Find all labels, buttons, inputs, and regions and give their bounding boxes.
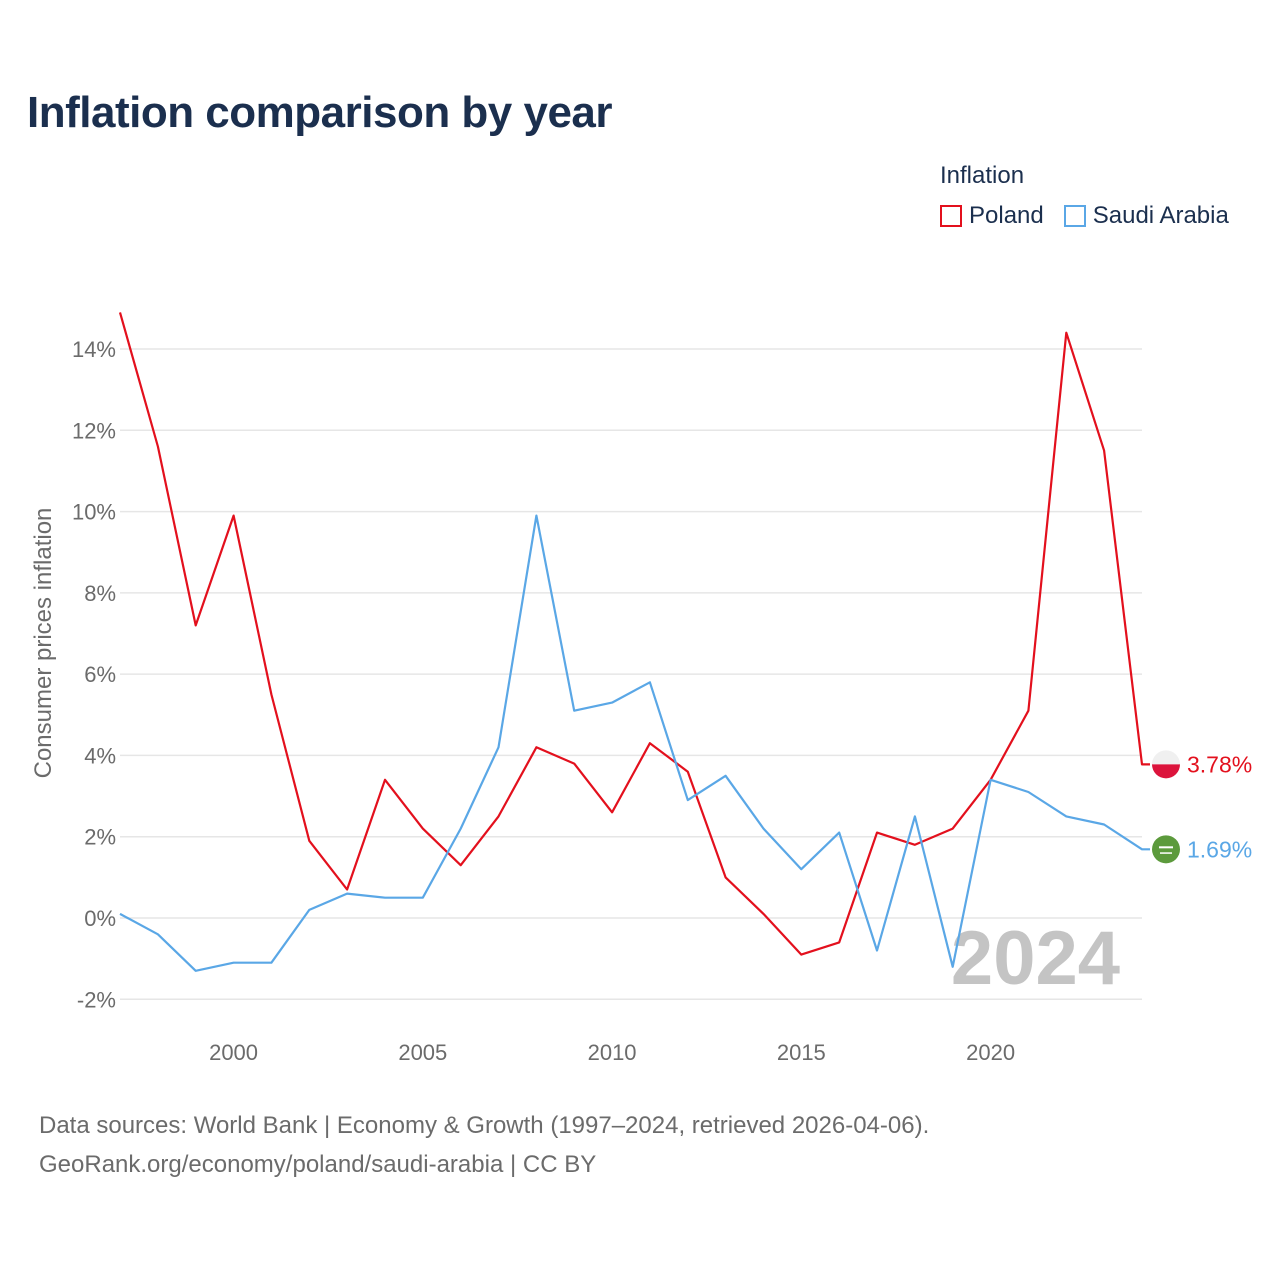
y-tick-label: 4%	[84, 743, 116, 768]
saudi-arabia-line	[119, 514, 1150, 972]
saudi-arabia-flag-icon	[1152, 835, 1180, 864]
x-tick-label: 2020	[966, 1040, 1015, 1065]
poland-end-label: 3.78%	[1187, 751, 1252, 777]
y-tick-label: 8%	[84, 581, 116, 606]
poland-flag-lower-half	[1152, 764, 1181, 779]
end-markers: 3.78% 1.69%	[1152, 750, 1252, 864]
legend: Inflation Poland Saudi Arabia	[940, 162, 1229, 230]
x-axis-ticks: 2000 2005 2010 2015 2020	[209, 1040, 1015, 1065]
saudi-arabia-flag-sword	[1160, 852, 1172, 854]
legend-label-poland: Poland	[969, 202, 1044, 229]
gridlines	[120, 348, 1142, 1001]
y-tick-label: 6%	[84, 662, 116, 687]
legend-item-poland[interactable]: Poland	[940, 202, 1044, 230]
y-tick-label: 10%	[72, 500, 116, 525]
x-tick-label: 2005	[398, 1040, 447, 1065]
x-tick-label: 2000	[209, 1040, 258, 1065]
x-tick-label: 2015	[777, 1040, 826, 1065]
saudi-arabia-flag-emblem	[1159, 846, 1173, 849]
footer-sources: Data sources: World Bank | Economy & Gro…	[39, 1112, 930, 1139]
saudi-arabia-swatch-icon	[1063, 205, 1086, 227]
series-lines	[118, 312, 1150, 972]
x-tick-label: 2010	[588, 1040, 637, 1065]
legend-title: Inflation	[940, 162, 1025, 189]
footer-link[interactable]: GeoRank.org/economy/poland/saudi-arabia …	[39, 1151, 597, 1178]
year-watermark: 2024	[951, 916, 1120, 1001]
poland-line	[118, 312, 1150, 956]
y-tick-label: -2%	[77, 987, 116, 1012]
legend-item-saudi-arabia[interactable]: Saudi Arabia	[1063, 202, 1229, 230]
y-tick-label: 12%	[72, 418, 116, 443]
chart-title: Inflation comparison by year	[27, 88, 613, 137]
poland-swatch-icon	[940, 205, 962, 227]
y-tick-label: 2%	[84, 825, 116, 850]
saudi-arabia-end-label: 1.69%	[1187, 836, 1252, 862]
y-tick-label: 14%	[72, 337, 116, 362]
y-axis-title: Consumer prices inflation	[30, 508, 57, 779]
legend-label-saudi-arabia: Saudi Arabia	[1092, 202, 1229, 229]
y-axis-ticks: -2% 0% 2% 4% 6% 8% 10% 12% 14%	[72, 337, 116, 1012]
footer: Data sources: World Bank | Economy & Gro…	[39, 1106, 929, 1184]
y-tick-label: 0%	[84, 906, 116, 931]
